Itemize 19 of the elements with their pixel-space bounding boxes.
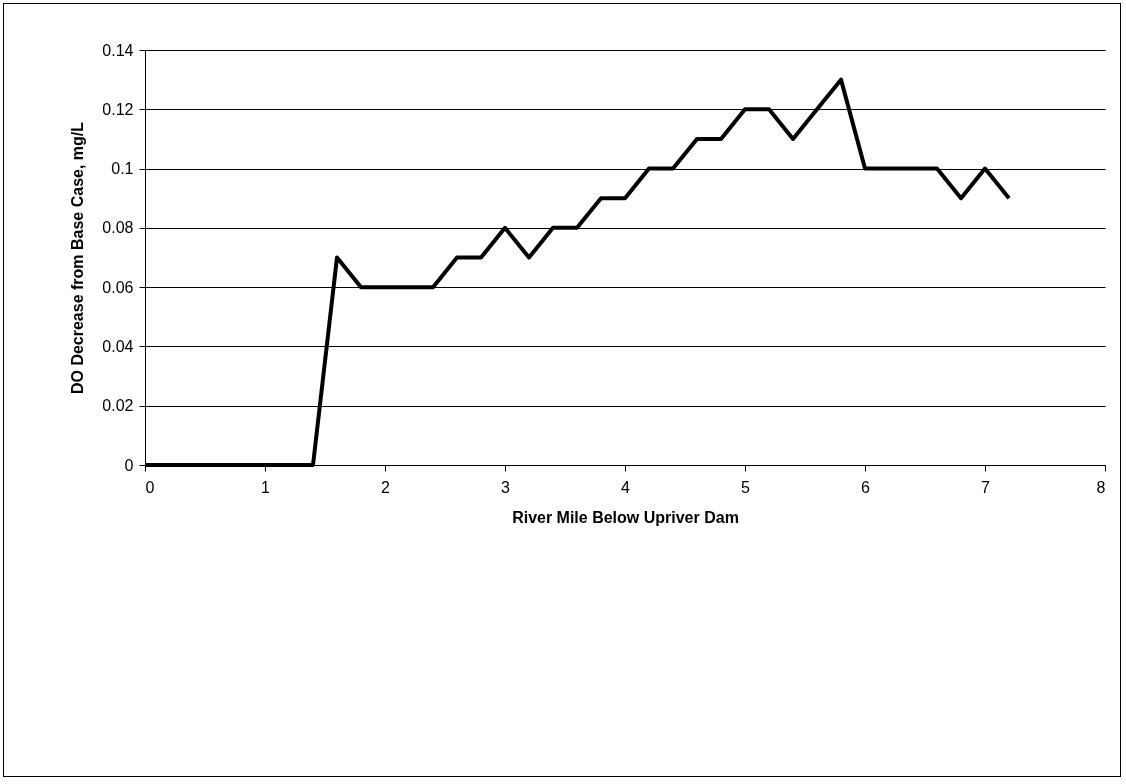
x-tick-label: 5 [741,478,751,496]
y-tick-label: 0.12 [102,100,134,118]
y-tick-label: 0.14 [102,41,134,59]
x-axis-title: River Mile Below Upriver Dam [512,508,739,526]
x-tick-label: 6 [861,478,871,496]
y-tick-label: 0.02 [102,397,134,415]
x-tick-label: 8 [1096,478,1106,496]
y-axis-title: DO Decrease from Base Case, mg/L [69,121,87,395]
y-tick-label: 0.04 [102,337,134,355]
x-tick-label: 1 [261,478,271,496]
y-tick-label: 0.1 [111,160,134,178]
x-tick-label: 2 [381,478,391,496]
x-tick-label: 7 [981,478,991,496]
x-tick-label: 3 [501,478,511,496]
y-tick-label: 0 [124,456,134,474]
x-tick-label: 0 [145,478,155,496]
x-tick-label: 4 [621,478,631,496]
y-tick-label: 0.08 [102,219,134,237]
y-tick-label: 0.06 [102,278,134,296]
